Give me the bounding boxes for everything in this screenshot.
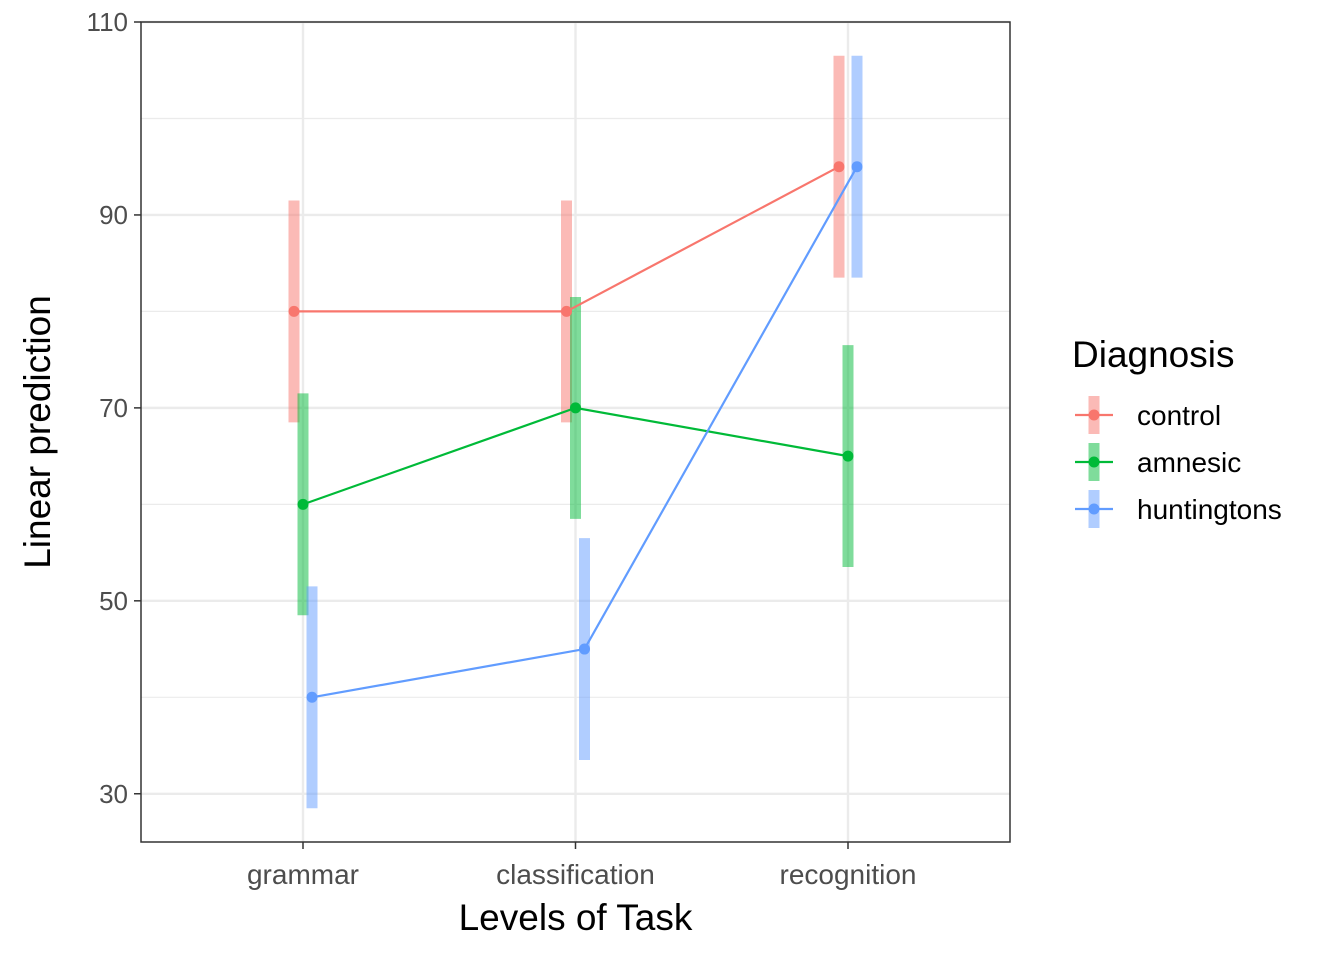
point-amnesic-recognition xyxy=(842,450,854,462)
y-tick-label: 50 xyxy=(99,586,128,616)
x-tick-label-grammar: grammar xyxy=(247,859,359,890)
y-tick-label: 30 xyxy=(99,779,128,809)
legend-label-huntingtons: huntingtons xyxy=(1137,494,1282,525)
x-tick-label-recognition: recognition xyxy=(780,859,917,890)
point-amnesic-grammar xyxy=(297,498,309,510)
y-tick-label: 90 xyxy=(99,200,128,230)
point-control-recognition xyxy=(833,161,845,173)
legend-key-point xyxy=(1088,503,1100,515)
legend: control amnesic huntingtons xyxy=(1075,396,1282,528)
legend-item-control: control xyxy=(1075,396,1221,434)
x-tick-label-classification: classification xyxy=(496,859,655,890)
legend-label-control: control xyxy=(1137,400,1221,431)
series-points xyxy=(288,161,863,703)
point-amnesic-classification xyxy=(570,402,581,414)
point-huntingtons-recognition xyxy=(851,161,863,173)
x-axis: grammar classification recognition xyxy=(247,842,917,890)
y-tick-label: 110 xyxy=(87,7,128,37)
y-axis: 30 50 70 90 110 xyxy=(87,7,141,809)
legend-key-point xyxy=(1088,456,1100,468)
legend-label-amnesic: amnesic xyxy=(1137,447,1241,478)
legend-title: Diagnosis xyxy=(1072,334,1234,375)
legend-item-amnesic: amnesic xyxy=(1075,443,1241,481)
y-tick-label: 70 xyxy=(99,393,128,423)
legend-item-huntingtons: huntingtons xyxy=(1075,490,1282,528)
point-control-classification xyxy=(561,305,572,317)
point-control-grammar xyxy=(288,305,300,317)
point-huntingtons-grammar xyxy=(306,691,318,703)
legend-key-point xyxy=(1088,409,1100,421)
x-axis-title: Levels of Task xyxy=(459,897,693,938)
point-huntingtons-classification xyxy=(579,643,590,655)
y-axis-title: Linear prediction xyxy=(17,295,58,569)
